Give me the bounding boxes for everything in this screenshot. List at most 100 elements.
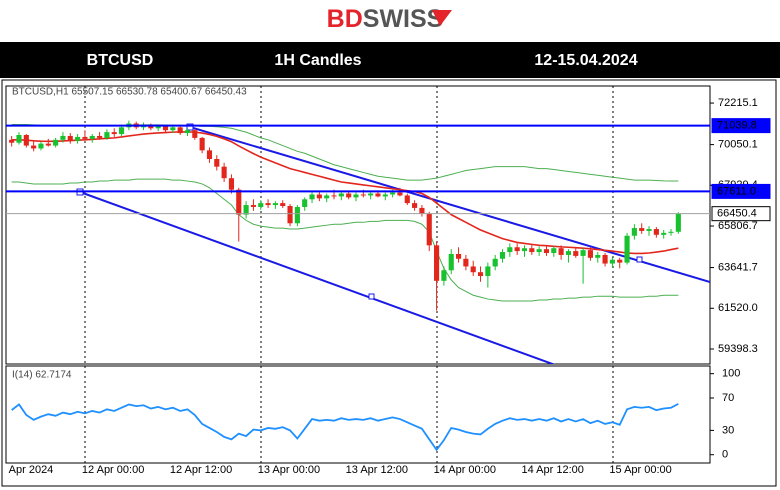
candle-body	[250, 205, 256, 207]
candle-body	[419, 207, 425, 214]
candle-body	[382, 194, 388, 197]
x-tick-label: 14 Apr 12:00	[521, 464, 583, 476]
candle-body	[595, 254, 601, 258]
x-tick-label: 12 Apr 00:00	[82, 464, 144, 476]
y-tick-label: 59398.3	[718, 343, 758, 355]
candle-body	[368, 193, 374, 196]
candle-body	[75, 136, 81, 141]
x-tick-label: 15 Apr 00:00	[609, 464, 671, 476]
candle-body	[331, 195, 337, 197]
candle-body	[485, 266, 491, 277]
x-tick-label: 13 Apr 00:00	[258, 464, 320, 476]
candle-body	[228, 178, 235, 190]
candle-body	[265, 203, 271, 206]
candle-body	[412, 203, 418, 208]
anchor	[368, 293, 375, 300]
candle-body	[639, 228, 645, 231]
candle-body	[463, 258, 469, 267]
candle-body	[521, 248, 528, 252]
candle-body	[631, 228, 637, 236]
candle-body	[236, 189, 242, 215]
candle-body	[397, 192, 403, 196]
price-tag	[711, 206, 771, 222]
candle-body	[426, 213, 432, 246]
indicator-line	[11, 131, 679, 255]
candle-body	[206, 150, 213, 159]
candle-body	[82, 136, 88, 139]
candle-body	[177, 127, 183, 134]
indicator-line	[11, 178, 679, 302]
candle-body	[448, 253, 454, 271]
candle-body	[294, 206, 300, 224]
candle-body	[97, 135, 103, 138]
y-tick-label: 72215.1	[718, 97, 758, 109]
x-tick-label: 12 Apr 12:00	[170, 464, 232, 476]
candle-body	[529, 248, 535, 253]
candle-body	[543, 249, 550, 254]
candle-body	[192, 130, 198, 138]
candle-body	[434, 245, 440, 281]
candle-body	[316, 194, 322, 199]
candle-body	[280, 203, 286, 207]
candle-body	[470, 266, 476, 273]
candle-body	[573, 251, 579, 256]
y-tick-label: 63641.7	[718, 261, 758, 273]
rsi-line	[11, 403, 679, 452]
frame	[1, 79, 777, 487]
candle-body	[492, 258, 498, 267]
candle-body	[338, 193, 344, 197]
timeframe: 1H Candles	[274, 52, 361, 69]
candle-body	[609, 259, 615, 264]
candle-body	[53, 139, 59, 146]
logo-bd: BD	[327, 5, 363, 33]
anchor	[636, 256, 643, 263]
y-tick-label: 100	[722, 368, 740, 380]
candle-body	[45, 143, 51, 146]
candle-body	[258, 203, 264, 207]
trend-line	[79, 191, 556, 364]
candle-body	[558, 248, 564, 255]
candle-body	[184, 130, 191, 134]
candle-body	[390, 192, 396, 195]
candle-body	[324, 195, 330, 199]
candle-body	[360, 194, 366, 196]
candle-body	[499, 252, 506, 259]
logo: BDSWISS	[327, 5, 444, 33]
candle-body	[587, 250, 593, 258]
price-info: BTCUSD,H1 65507.15 66530.78 65400.67 664…	[12, 87, 247, 98]
y-tick-label: 70	[722, 392, 734, 404]
title-bar	[0, 42, 780, 78]
candle-body	[617, 259, 623, 263]
candle-body	[624, 235, 630, 263]
candle-body	[104, 132, 110, 138]
price-tag	[711, 183, 771, 199]
candle-body	[441, 270, 447, 281]
candle-body	[162, 126, 169, 131]
candle-body	[111, 132, 117, 135]
price-tag	[711, 118, 771, 134]
candle-body	[661, 232, 667, 235]
candle-body	[272, 203, 278, 206]
logo-mark	[432, 10, 452, 26]
candle-body	[16, 135, 22, 143]
candle-body	[536, 249, 542, 253]
price-tag-label: 67611.0	[717, 185, 756, 197]
candle-body	[455, 253, 462, 259]
candle-body	[243, 205, 249, 215]
rsi-info: I(14) 62.7174	[12, 370, 72, 381]
candle-body	[214, 158, 220, 167]
trend-line	[189, 126, 710, 283]
candle-body	[287, 206, 293, 224]
y-tick-label: 30	[722, 424, 734, 436]
candle-body	[170, 127, 176, 131]
candle-body	[67, 135, 73, 141]
candle-body	[514, 247, 520, 252]
candle-body	[375, 193, 381, 197]
candle-body	[199, 137, 205, 151]
candle-body	[646, 229, 652, 231]
candle-body	[221, 166, 227, 179]
candle-body	[477, 272, 484, 277]
dates: 12-15.04.2024	[534, 52, 637, 69]
candle-body	[565, 251, 572, 255]
